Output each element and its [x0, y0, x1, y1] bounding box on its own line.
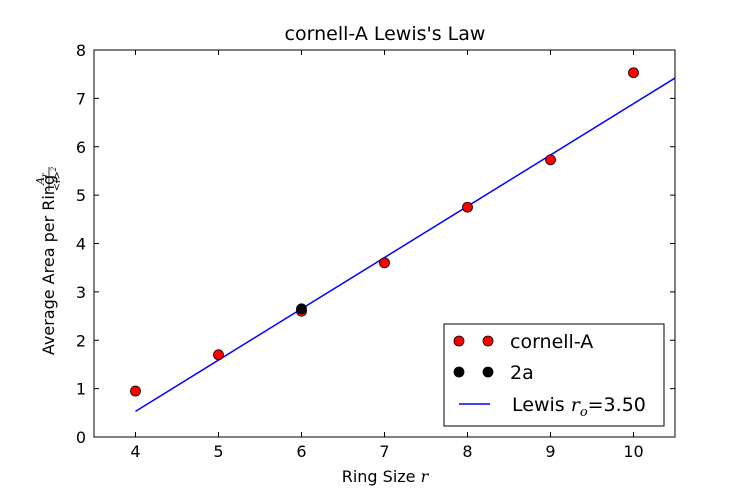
plot-area [130, 67, 676, 412]
x-tick-label: 9 [545, 442, 555, 461]
legend: cornell-A 2a Lewis ro=3.50 [443, 323, 665, 427]
legend-entry-cornell-A: cornell-A [453, 331, 593, 353]
x-tick-label: 5 [213, 442, 223, 461]
data-point-cornell-a [379, 257, 390, 269]
series-line-lewis [135, 77, 676, 412]
y-axis-label: Average Area per Ring Ar <l>2 [34, 166, 63, 355]
y-tick-label: 3 [76, 283, 86, 302]
x-axis-label: Ring Size r [342, 467, 430, 486]
axes: 4 5 6 7 8 9 10 0 1 2 3 4 5 6 7 8 [76, 41, 676, 461]
y-tick-label: 2 [76, 331, 86, 350]
data-point-cornell-a [628, 67, 639, 79]
y-tick-label: 0 [76, 428, 86, 447]
y-tick-label: 1 [76, 380, 86, 399]
legend-entry-lewis: Lewis ro=3.50 [459, 394, 646, 420]
y-tick-label: 4 [76, 235, 86, 254]
legend-frame [443, 323, 665, 427]
x-tick-label: 4 [130, 442, 140, 461]
data-point-cornell-a [130, 385, 141, 397]
svg-text:Ar: Ar [34, 172, 49, 186]
svg-text:<l>2: <l>2 [50, 166, 63, 191]
chart-title: cornell-A Lewis's Law [285, 23, 486, 45]
svg-text:Average Area per Ring: Average Area per Ring [39, 175, 58, 355]
legend-label: Lewis ro=3.50 [512, 394, 646, 420]
legend-marker [482, 335, 494, 347]
data-point-cornell-a [213, 349, 224, 361]
data-point-cornell-a [462, 201, 473, 213]
x-tick-label: 8 [462, 442, 472, 461]
y-tick-label: 7 [76, 89, 86, 108]
x-tick-label: 6 [296, 442, 306, 461]
data-point-cornell-a [545, 154, 556, 166]
legend-marker [482, 366, 494, 378]
legend-entry-2a: 2a [453, 362, 534, 384]
y-tick-label: 6 [76, 138, 86, 157]
y-tick-label: 8 [76, 41, 86, 60]
y-tick-label: 5 [76, 186, 86, 205]
legend-marker [453, 335, 465, 347]
x-tick-label: 7 [379, 442, 389, 461]
x-tick-label: 10 [623, 442, 643, 461]
legend-label: cornell-A [510, 331, 593, 353]
legend-marker [453, 366, 465, 378]
data-point-2a [296, 303, 307, 315]
legend-label: 2a [510, 362, 534, 384]
